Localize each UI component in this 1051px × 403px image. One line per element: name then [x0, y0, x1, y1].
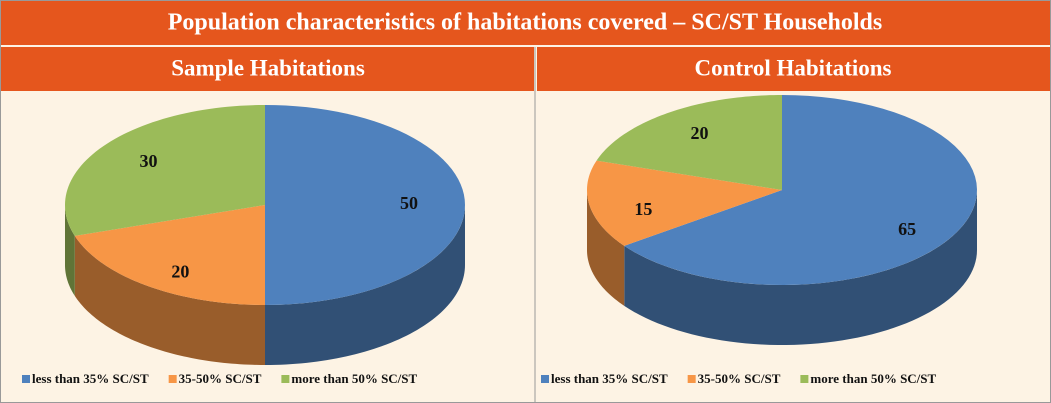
pie-side — [587, 190, 625, 306]
pie-slice — [624, 95, 977, 285]
pie-slice — [596, 95, 782, 190]
pie-side — [624, 190, 977, 345]
pie-slice — [65, 105, 265, 236]
data-label: 65 — [898, 219, 916, 239]
legend-label: less than 35% SC/ST — [551, 371, 668, 386]
legend-swatch — [687, 375, 696, 383]
legend-swatch — [281, 375, 290, 383]
chart-title: Sample Habitations — [171, 55, 365, 80]
title-bar — [1, 1, 1050, 45]
subtitle-bar — [537, 47, 1050, 91]
pie-slice — [587, 160, 782, 246]
subtitle-bar — [1, 47, 534, 91]
legend-label: less than 35% SC/ST — [32, 371, 149, 386]
legend-swatch — [541, 375, 549, 383]
legend-swatch — [800, 375, 809, 383]
page-title: Population characteristics of habitation… — [168, 10, 883, 36]
pie-slice — [265, 105, 465, 305]
pie-side — [65, 205, 75, 296]
legend-label: 35-50% SC/ST — [179, 371, 262, 386]
pie-side — [265, 205, 465, 365]
legend-swatch — [22, 375, 30, 383]
data-label: 20 — [171, 261, 189, 281]
data-label: 50 — [400, 193, 418, 213]
data-label: 30 — [140, 151, 158, 171]
pie-slice — [74, 205, 265, 305]
pie-side — [74, 235, 265, 365]
legend-label: more than 50% SC/ST — [810, 371, 936, 386]
chart-title: Control Habitations — [694, 55, 891, 80]
legend-label: 35-50% SC/ST — [698, 371, 781, 386]
data-label: 15 — [634, 199, 652, 219]
legend-label: more than 50% SC/ST — [291, 371, 417, 386]
data-label: 20 — [690, 123, 708, 143]
legend-swatch — [168, 375, 177, 383]
